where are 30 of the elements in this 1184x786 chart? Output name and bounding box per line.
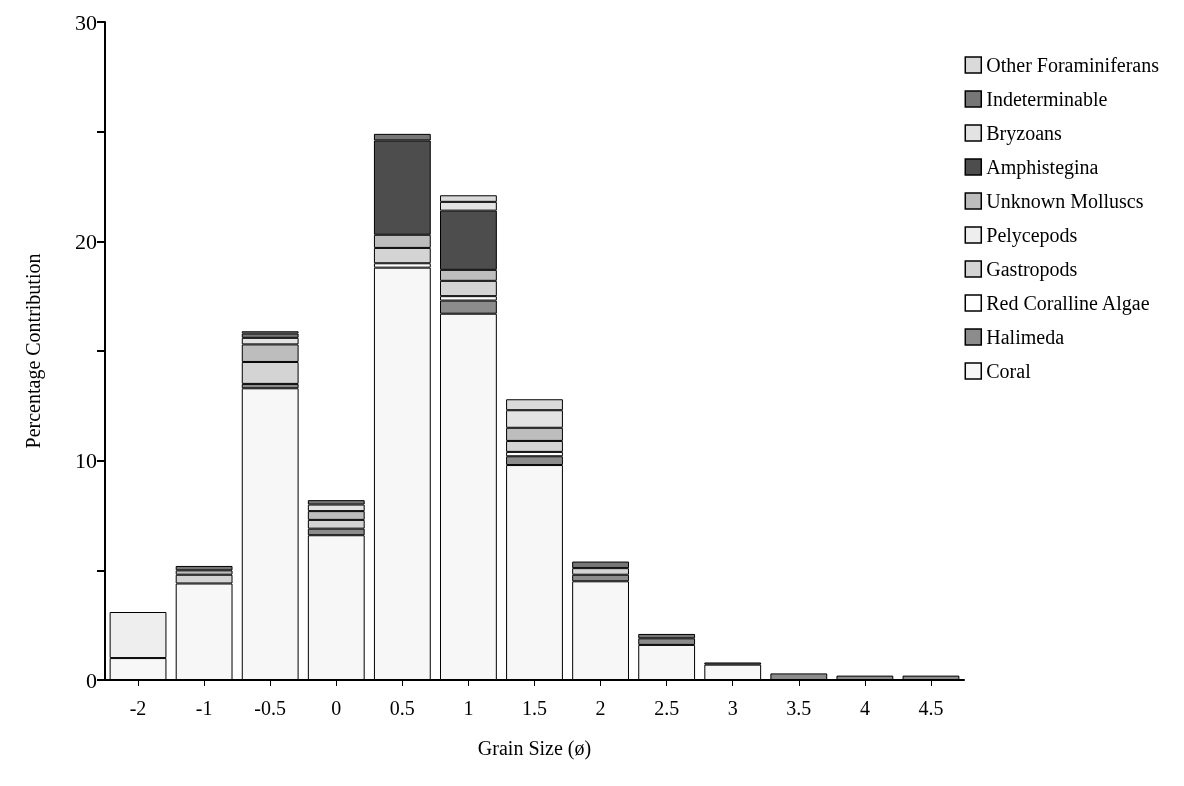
legend-label: Coral bbox=[986, 360, 1032, 382]
x-tick-label: 1.5 bbox=[522, 697, 547, 719]
x-axis-title: Grain Size (ø) bbox=[477, 737, 592, 760]
x-tick-label: -1 bbox=[195, 697, 213, 719]
legend-label: Red Coralline Algae bbox=[986, 292, 1150, 315]
x-tick-label: 1 bbox=[463, 697, 474, 719]
x-tick-label: 0 bbox=[331, 697, 342, 719]
x-tick-label: 2 bbox=[595, 697, 606, 719]
legend-label: Amphistegina bbox=[986, 156, 1099, 179]
legend-label: Gastropods bbox=[986, 258, 1078, 281]
legend-label: Bryzoans bbox=[986, 122, 1063, 145]
legend-label: Halimeda bbox=[986, 326, 1065, 348]
x-tick-label: 0.5 bbox=[389, 697, 415, 719]
legend-label: Indeterminable bbox=[986, 88, 1108, 110]
x-tick-label: 2.5 bbox=[654, 697, 680, 719]
x-tick-label: -0.5 bbox=[254, 697, 287, 719]
x-tick-label: 4 bbox=[859, 697, 870, 719]
y-tick-label: 20 bbox=[75, 228, 97, 254]
y-tick-label: 30 bbox=[75, 9, 97, 35]
y-tick-label: 0 bbox=[86, 667, 97, 693]
legend-label: Unknown Molluscs bbox=[986, 190, 1144, 212]
x-tick-label: -2 bbox=[129, 697, 147, 719]
y-axis-title: Percentage Contribution bbox=[22, 253, 45, 449]
x-tick-label: 3 bbox=[727, 697, 738, 719]
x-tick-label: 3.5 bbox=[786, 697, 812, 719]
x-tick-label: 4.5 bbox=[918, 697, 944, 719]
legend-label: Pelycepods bbox=[986, 224, 1078, 247]
y-tick-label: 10 bbox=[75, 448, 97, 474]
bar bbox=[175, 565, 233, 571]
legend-label: Other Foraminiferans bbox=[986, 54, 1160, 76]
